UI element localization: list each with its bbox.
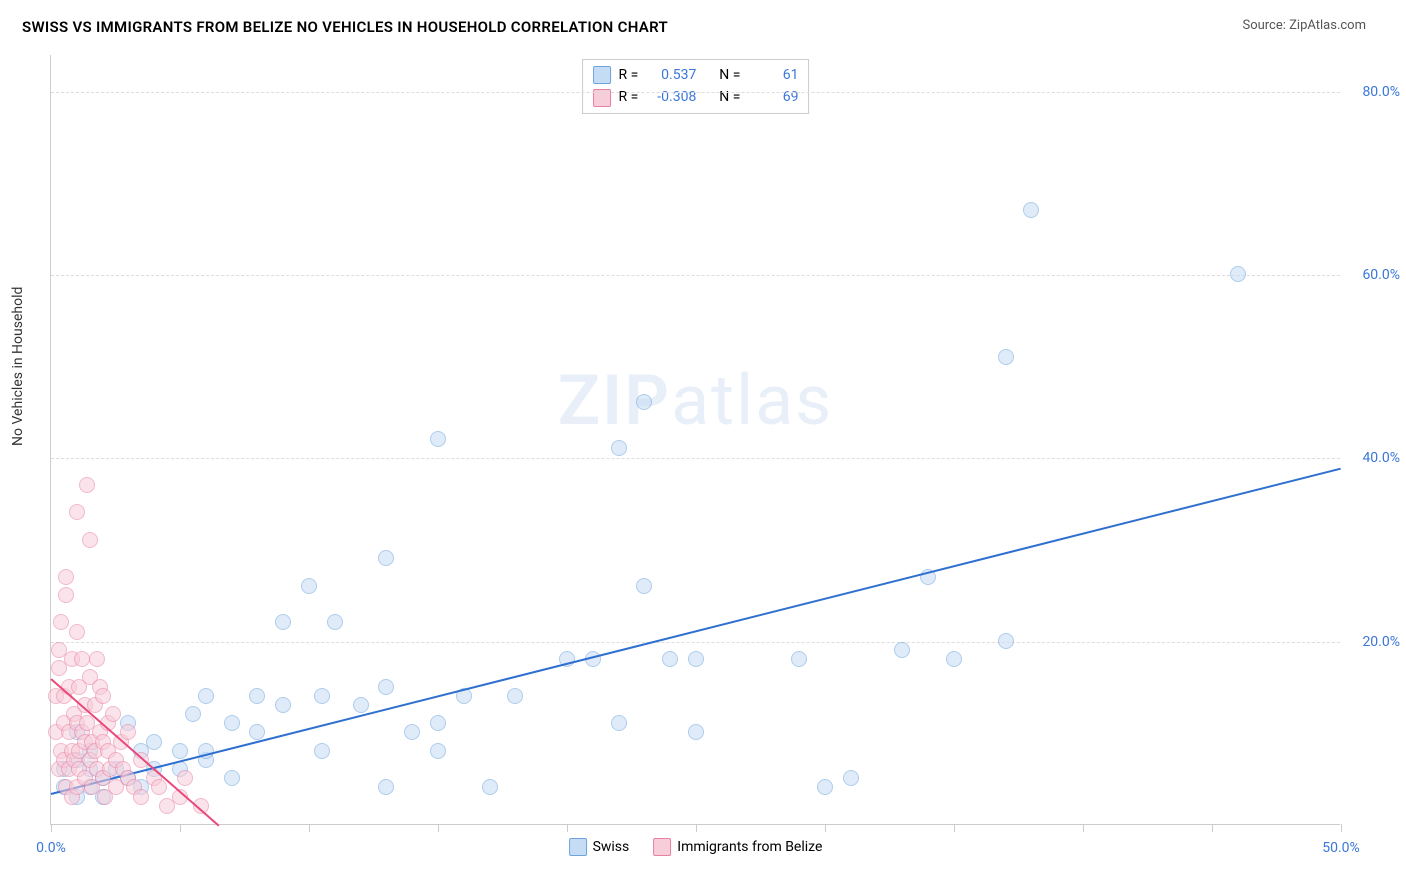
x-tick [51,824,52,832]
y-tick-label: 40.0% [1345,450,1400,466]
x-tick [438,824,439,832]
stats-box: R = 0.537 N = 61 R = -0.308 N = 69 [582,59,810,114]
data-point [404,724,420,740]
legend-swatch-belize [653,838,671,856]
data-point [120,724,136,740]
watermark: ZIPatlas [558,360,834,442]
data-point [58,569,74,585]
data-point [946,651,962,667]
data-point [636,578,652,594]
gridline [51,642,1340,643]
data-point [275,614,291,630]
swatch-swiss [593,66,611,84]
data-point [224,770,240,786]
data-point [275,697,291,713]
data-point [1023,202,1039,218]
data-point [353,697,369,713]
data-point [95,688,111,704]
source-label: Source: ZipAtlas.com [1242,18,1366,33]
x-tick-label: 0.0% [36,840,66,856]
r-value-swiss: 0.537 [646,64,696,86]
x-tick [696,824,697,832]
data-point [430,715,446,731]
data-point [301,578,317,594]
data-point [198,688,214,704]
legend-item-swiss: Swiss [569,838,630,856]
data-point [378,550,394,566]
data-point [791,651,807,667]
data-point [688,651,704,667]
data-point [185,706,201,722]
data-point [151,779,167,795]
y-axis-title: No Vehicles in Household [10,287,26,446]
data-point [636,394,652,410]
data-point [74,651,90,667]
gridline [51,92,1340,93]
data-point [507,688,523,704]
data-point [998,633,1014,649]
n-value-swiss: 61 [748,64,798,86]
data-point [133,789,149,805]
trend-line [51,468,1341,795]
data-point [314,688,330,704]
data-point [79,477,95,493]
y-tick-label: 80.0% [1345,84,1400,100]
x-tick [1341,824,1342,832]
correlation-chart: SWISS VS IMMIGRANTS FROM BELIZE NO VEHIC… [0,0,1406,892]
x-tick [180,824,181,832]
y-tick-label: 20.0% [1345,634,1400,650]
gridline [51,458,1340,459]
gridline [51,275,1340,276]
data-point [611,715,627,731]
stats-row-belize: R = -0.308 N = 69 [593,86,799,108]
x-tick [1083,824,1084,832]
plot-area: ZIPatlas R = 0.537 N = 61 R = -0.308 N =… [50,55,1340,825]
x-tick-label: 50.0% [1322,840,1360,856]
data-point [177,770,193,786]
r-value-belize: -0.308 [646,86,696,108]
data-point [688,724,704,740]
data-point [224,715,240,731]
data-point [378,779,394,795]
legend: Swiss Immigrants from Belize [569,838,823,856]
x-tick [825,824,826,832]
data-point [249,688,265,704]
x-tick [309,824,310,832]
data-point [843,770,859,786]
data-point [105,706,121,722]
data-point [69,624,85,640]
data-point [53,614,69,630]
y-tick-label: 60.0% [1345,267,1400,283]
x-tick [954,824,955,832]
data-point [314,743,330,759]
legend-swatch-swiss [569,838,587,856]
data-point [894,642,910,658]
data-point [1230,266,1246,282]
chart-title: SWISS VS IMMIGRANTS FROM BELIZE NO VEHIC… [22,18,668,36]
data-point [58,587,74,603]
data-point [430,743,446,759]
data-point [146,734,162,750]
x-tick [567,824,568,832]
n-value-belize: 69 [748,86,798,108]
x-tick [1212,824,1213,832]
data-point [249,724,265,740]
data-point [69,504,85,520]
data-point [430,431,446,447]
data-point [327,614,343,630]
data-point [817,779,833,795]
legend-item-belize: Immigrants from Belize [653,838,822,856]
data-point [82,532,98,548]
data-point [89,651,105,667]
data-point [378,679,394,695]
data-point [998,349,1014,365]
data-point [172,743,188,759]
stats-row-swiss: R = 0.537 N = 61 [593,64,799,86]
data-point [611,440,627,456]
data-point [482,779,498,795]
data-point [662,651,678,667]
